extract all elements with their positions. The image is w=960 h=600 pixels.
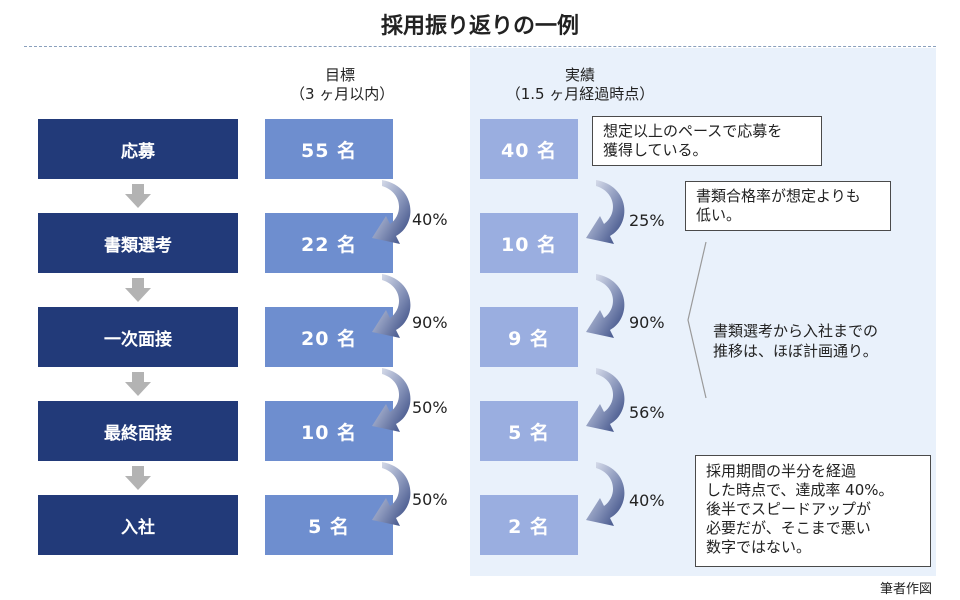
stage-box-apply: 応募 <box>38 119 238 179</box>
curved-arrow-icon <box>586 274 625 338</box>
target-count-document-screening: 22 名 <box>265 213 393 273</box>
target-header-line1: 目標 <box>324 66 355 84</box>
curved-arrow-icon <box>372 368 411 432</box>
actual-rate-2: 90% <box>629 313 665 332</box>
target-count-first-interview: 20 名 <box>265 307 393 367</box>
callout-applications-line1: 想定以上のペースで応募を <box>603 122 783 140</box>
actual-header-line1: 実績 <box>564 66 595 84</box>
curved-arrow-icon <box>372 274 411 338</box>
title-divider <box>24 46 936 47</box>
target-count-final-interview: 10 名 <box>265 401 393 461</box>
stage-box-final-interview: 最終面接 <box>38 401 238 461</box>
figure-credit: 筆者作図 <box>879 582 932 597</box>
callout-applications-line2: 獲得している。 <box>603 141 708 159</box>
note-on-track: 書類選考から入社までの 推移は、ほぼ計画通り。 <box>713 321 878 361</box>
callout-achievement-line5: 数字ではない。 <box>706 538 812 556</box>
actual-count-apply: 40 名 <box>480 119 578 179</box>
curved-arrow-icon <box>586 462 625 526</box>
callout-achievement-line4: 必要だが、そこまで悪い <box>706 519 871 537</box>
actual-column-header: 実績 （1.5 ヶ月経過時点） <box>480 66 680 104</box>
target-count-join: 5 名 <box>265 495 393 555</box>
actual-rate-4: 40% <box>629 491 665 510</box>
note-bracket <box>687 241 707 399</box>
callout-achievement-line2: した時点で、達成率 40%。 <box>706 481 894 499</box>
target-rate-4: 50% <box>412 490 448 509</box>
actual-count-document-screening: 10 名 <box>480 213 578 273</box>
down-arrow-icon <box>125 466 151 490</box>
stage-box-join: 入社 <box>38 495 238 555</box>
callout-achievement-line1: 採用期間の半分を経過 <box>706 462 857 480</box>
stage-box-first-interview: 一次面接 <box>38 307 238 367</box>
down-arrow-icon <box>125 372 151 396</box>
curved-arrow-icon <box>372 180 411 244</box>
down-arrow-icon <box>125 184 151 208</box>
note-on-track-line2: 推移は、ほぼ計画通り。 <box>713 342 878 360</box>
note-on-track-line1: 書類選考から入社までの <box>713 322 879 340</box>
actual-header-line2: （1.5 ヶ月経過時点） <box>505 85 655 103</box>
stage-box-document-screening: 書類選考 <box>38 213 238 273</box>
target-count-apply: 55 名 <box>265 119 393 179</box>
actual-count-first-interview: 9 名 <box>480 307 578 367</box>
callout-achievement-line3: 後半でスピードアップが <box>706 500 872 518</box>
curved-arrow-icon <box>586 368 625 432</box>
target-column-header: 目標 （3 ヶ月以内） <box>290 66 395 104</box>
curved-arrow-icon <box>586 180 625 244</box>
down-arrow-icon <box>125 278 151 302</box>
target-header-line2: （3 ヶ月以内） <box>290 85 395 103</box>
callout-applications: 想定以上のペースで応募を 獲得している。 <box>592 116 822 166</box>
curved-arrow-icon <box>372 462 411 526</box>
callout-achievement: 採用期間の半分を経過 した時点で、達成率 40%。 後半でスピードアップが 必要… <box>695 455 931 567</box>
actual-rate-3: 56% <box>629 403 665 422</box>
callout-document-line2: 低い。 <box>696 206 742 224</box>
target-rate-3: 50% <box>412 398 448 417</box>
target-rate-2: 90% <box>412 313 448 332</box>
actual-count-final-interview: 5 名 <box>480 401 578 461</box>
page-title: 採用振り返りの一例 <box>380 14 579 39</box>
callout-document-pass-rate: 書類合格率が想定よりも 低い。 <box>685 181 891 231</box>
callout-document-line1: 書類合格率が想定よりも <box>696 187 861 205</box>
actual-count-join: 2 名 <box>480 495 578 555</box>
actual-rate-1: 25% <box>629 211 665 230</box>
target-rate-1: 40% <box>412 210 448 229</box>
